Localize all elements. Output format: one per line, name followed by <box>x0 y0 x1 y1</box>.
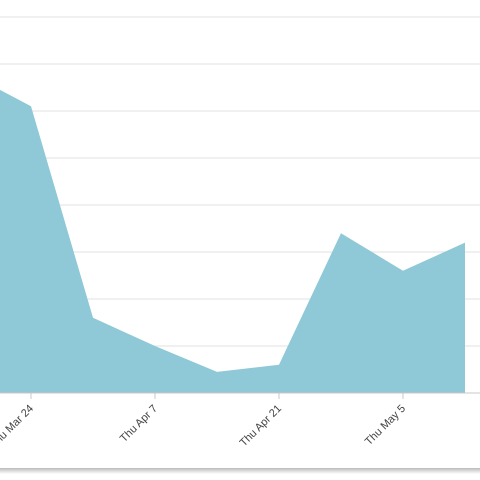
area <box>0 89 465 393</box>
plot-area: Thu Mar 24 Thu Apr 7 Thu Apr 21 Thu May 5 <box>0 16 480 451</box>
x-tick-label: Thu Mar 24 <box>0 403 36 451</box>
x-tick-label: Thu Apr 7 <box>118 403 160 445</box>
frame-shadow <box>0 468 480 474</box>
x-tick-label: Thu Apr 21 <box>238 403 285 450</box>
x-tick-label: Thu May 5 <box>363 403 408 448</box>
